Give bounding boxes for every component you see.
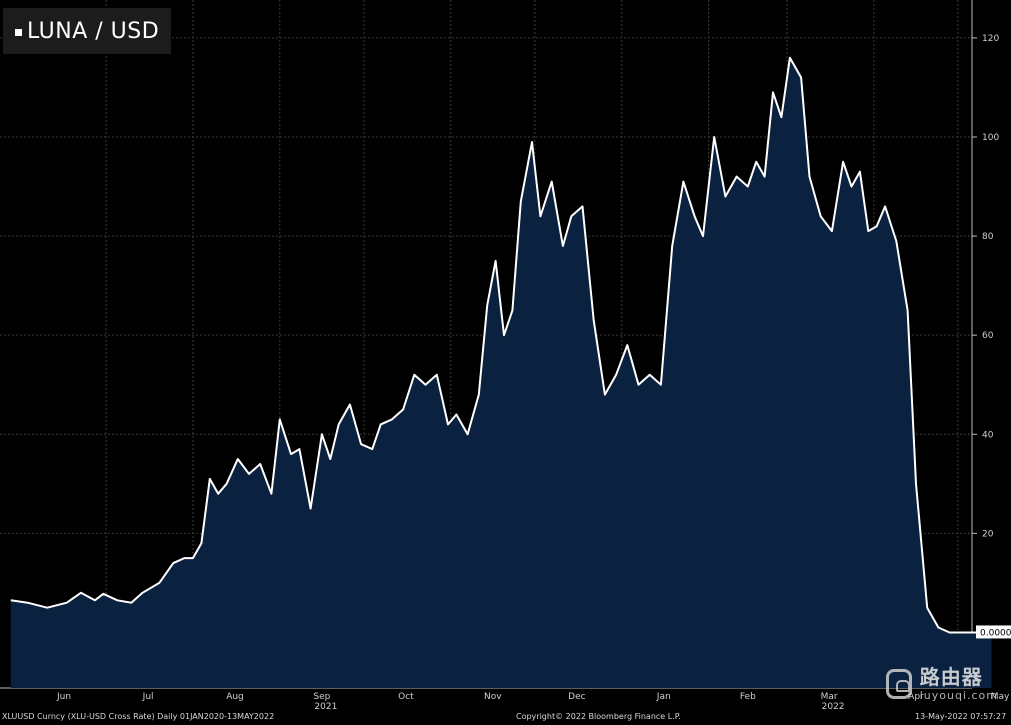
footer-security-info: XLUUSD Curncy (XLU-USD Cross Rate) Daily… <box>2 712 275 721</box>
x-tick-label: Dec <box>568 692 585 702</box>
watermark: 路由器 luyouqi.com <box>886 662 998 706</box>
router-icon <box>886 669 912 699</box>
x-tick-label: Jan <box>656 692 671 702</box>
price-area-fill <box>10 57 992 688</box>
x-axis-ticks: Jun Jul Aug Sep Oct Nov Dec Jan Feb Mar Apr May 2021… <box>56 692 1010 712</box>
x-year-label: 2022 <box>822 702 845 712</box>
last-value-marker: 0.0000 <box>976 625 1011 639</box>
x-tick-label: May <box>991 692 1010 702</box>
y-tick-label: 100 <box>982 133 999 143</box>
y-tick-label: 120 <box>982 34 999 44</box>
legend-swatch <box>15 28 22 36</box>
x-tick-label: Jun <box>56 692 71 702</box>
x-tick-label: Jul <box>142 692 154 702</box>
x-tick-label: Mar <box>821 692 838 702</box>
x-tick-label: Aug <box>226 692 244 702</box>
watermark-en: luyouqi.com <box>919 689 998 702</box>
x-tick-label: Oct <box>398 692 414 702</box>
x-year-label: 2021 <box>314 702 337 712</box>
last-value-label: 0.0000 <box>980 628 1011 638</box>
y-tick-label: 40 <box>982 430 994 440</box>
footer-copyright: Copyright© 2022 Bloomberg Finance L.P. <box>516 712 681 721</box>
y-tick-label: 20 <box>982 529 994 539</box>
x-tick-label: Feb <box>740 692 756 702</box>
price-line <box>10 56 992 634</box>
last-value-box <box>976 625 1011 639</box>
legend-label: LUNA / USD <box>27 18 160 44</box>
y-tick-label: 80 <box>982 232 994 242</box>
y-tick-label: 60 <box>982 331 994 341</box>
x-tick-label: Nov <box>484 692 502 702</box>
y-axis-ticks: 20 40 60 80 100 120 <box>972 34 999 539</box>
watermark-cn: 路由器 <box>919 665 983 689</box>
footer-timestamp: 13-May-2022 07:57:27 <box>915 712 1007 721</box>
legend: LUNA / USD <box>3 8 172 54</box>
x-tick-label: Apr <box>908 692 924 702</box>
x-tick-label: Sep <box>313 692 330 702</box>
